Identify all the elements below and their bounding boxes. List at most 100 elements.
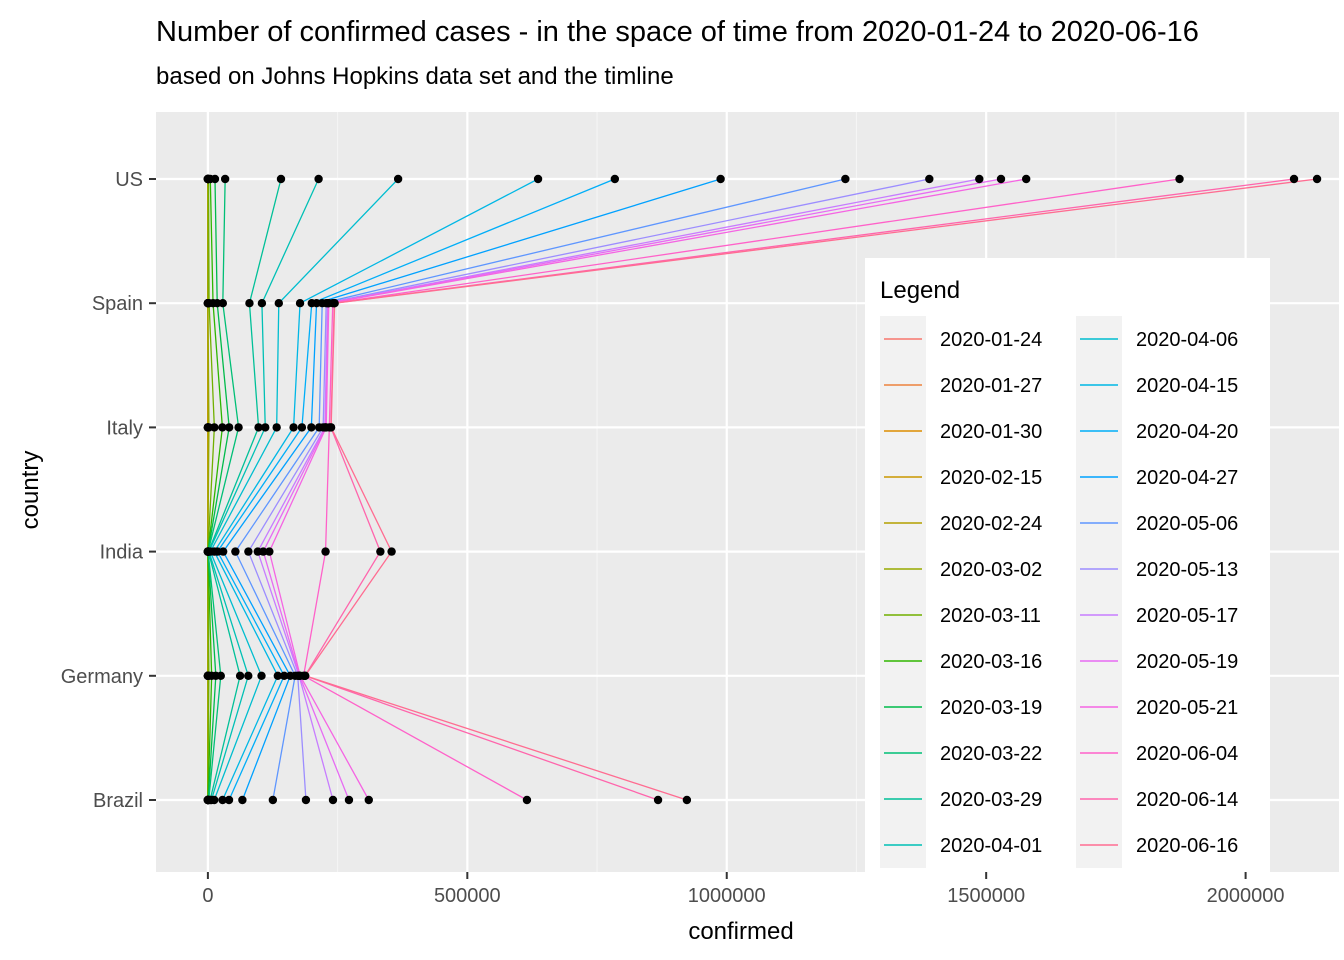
data-point <box>841 174 850 184</box>
chart-subtitle: based on Johns Hopkins data set and the … <box>156 63 674 90</box>
series-line <box>268 178 1027 801</box>
legend-label: 2020-03-19 <box>940 697 1042 719</box>
series-line <box>262 178 1002 801</box>
x-axis: 0 500000 1000000 1500000 2000000 <box>202 872 1285 907</box>
series-line <box>207 178 240 801</box>
y-tick-label: US <box>115 169 143 191</box>
data-point <box>653 795 663 805</box>
data-point <box>1312 174 1322 184</box>
data-point <box>716 174 725 184</box>
legend-label: 2020-02-15 <box>940 467 1042 489</box>
series-line <box>207 178 224 801</box>
data-point <box>259 547 268 556</box>
series-line <box>208 178 320 801</box>
data-point <box>273 671 282 680</box>
legend-background <box>865 258 1270 872</box>
data-point <box>261 423 270 432</box>
data-point <box>925 174 934 184</box>
series-line <box>247 178 930 801</box>
y-axis: US Spain Italy India Germany Brazil <box>61 169 156 812</box>
data-point <box>307 423 316 432</box>
legend-label: 2020-03-29 <box>940 789 1042 811</box>
data-point <box>238 795 247 805</box>
legend-label: 2020-01-27 <box>940 375 1042 397</box>
data-point <box>326 423 336 432</box>
series-line <box>222 178 721 801</box>
data-point <box>218 795 227 805</box>
legend-label: 2020-05-19 <box>1136 651 1238 673</box>
data-point <box>254 423 263 432</box>
data-point <box>218 547 228 556</box>
data-point <box>1175 174 1184 184</box>
x-tick-label: 1500000 <box>947 885 1025 907</box>
series-line <box>216 178 616 801</box>
y-tick-label: Spain <box>92 293 143 315</box>
legend-label: 2020-02-24 <box>940 513 1042 535</box>
legend: Legend 2020-01-24 2020-01-27 2020-01-30 202… <box>865 258 1270 872</box>
legend-label: 2020-01-24 <box>940 329 1042 351</box>
data-point <box>289 423 298 432</box>
series-line <box>207 178 230 801</box>
data-point <box>533 174 543 184</box>
x-tick-label: 2000000 <box>1207 885 1285 907</box>
legend-label: 2020-05-21 <box>1136 697 1238 719</box>
data-point <box>220 174 230 184</box>
legend-label: 2020-05-13 <box>1136 559 1238 581</box>
data-point <box>274 299 283 308</box>
data-point <box>245 299 254 308</box>
data-point <box>344 795 354 805</box>
series-line <box>213 178 539 801</box>
data-points <box>203 174 1322 805</box>
data-point <box>272 423 281 432</box>
series-lines <box>207 178 1318 801</box>
data-point <box>218 423 227 432</box>
legend-title: Legend <box>880 277 960 304</box>
legend-label: 2020-03-16 <box>940 651 1042 673</box>
data-point <box>257 299 267 308</box>
legend-label: 2020-03-11 <box>940 605 1041 627</box>
series-line <box>207 178 210 801</box>
legend-label: 2020-01-30 <box>940 421 1042 443</box>
legend-label: 2020-06-14 <box>1136 789 1238 811</box>
data-point <box>1289 174 1299 184</box>
data-point <box>1021 174 1031 184</box>
legend-label: 2020-04-06 <box>1136 329 1238 351</box>
data-point <box>301 795 311 805</box>
y-tick-label: Italy <box>106 417 143 439</box>
data-point <box>328 795 338 805</box>
data-point <box>295 299 305 308</box>
data-point <box>610 174 620 184</box>
data-point <box>265 547 274 556</box>
series-line <box>304 178 1318 801</box>
y-tick-label: India <box>100 542 144 564</box>
data-point <box>234 423 243 432</box>
data-point <box>210 174 220 184</box>
series-line <box>209 178 399 801</box>
y-tick-label: Germany <box>61 666 143 688</box>
data-point <box>314 174 323 184</box>
data-point <box>376 547 385 556</box>
data-point <box>235 671 245 680</box>
data-point <box>393 174 403 184</box>
data-point <box>268 795 278 805</box>
data-point <box>330 299 339 308</box>
x-axis-label: confirmed <box>688 918 793 945</box>
data-point <box>224 795 234 805</box>
series-line <box>207 178 282 801</box>
legend-label: 2020-05-06 <box>1136 513 1238 535</box>
data-point <box>301 671 310 680</box>
data-point <box>257 671 266 680</box>
x-tick-label: 1000000 <box>688 885 766 907</box>
data-point <box>244 547 253 556</box>
data-point <box>231 547 240 556</box>
legend-label: 2020-03-02 <box>940 559 1042 581</box>
legend-label: 2020-04-27 <box>1136 467 1238 489</box>
legend-label: 2020-05-17 <box>1136 605 1238 627</box>
data-point <box>279 671 289 680</box>
data-point <box>682 795 692 805</box>
legend-label: 2020-04-01 <box>940 835 1042 857</box>
data-point <box>321 547 330 556</box>
data-point <box>216 671 225 680</box>
data-point <box>218 299 228 308</box>
